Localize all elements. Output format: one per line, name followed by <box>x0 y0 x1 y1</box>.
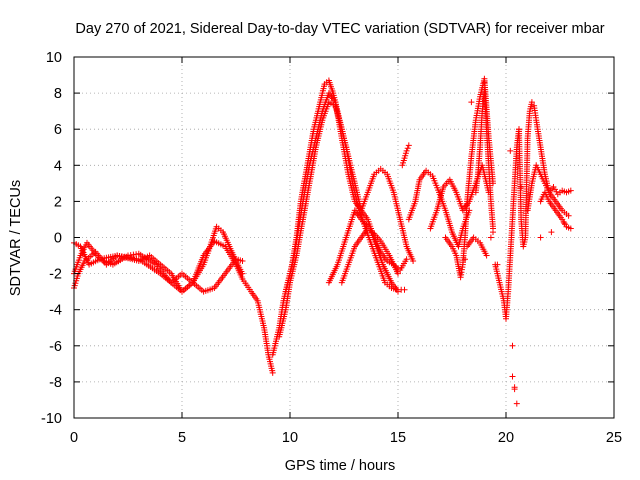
series-14 <box>464 234 490 259</box>
series-markers <box>492 99 572 322</box>
axis-ticks: 0 5 10 15 20 25 -10 -8 -6 -4 -2 0 2 4 6 8 10 <box>41 50 622 446</box>
series-markers <box>325 207 401 295</box>
y-tick-label: -8 <box>49 375 62 391</box>
grid-lines <box>74 57 614 418</box>
y-tick-label: -10 <box>41 411 62 427</box>
data-points <box>71 75 574 407</box>
series-markers <box>427 162 492 232</box>
series-8 <box>338 225 401 286</box>
series-6 <box>282 90 417 295</box>
y-axis-label: SDTVAR / TECUs <box>8 180 24 296</box>
y-tick-label: 6 <box>54 122 62 138</box>
y-tick-label: 8 <box>54 86 62 102</box>
x-axis-label: GPS time / hours <box>285 458 395 474</box>
y-tick-label: -6 <box>49 339 62 355</box>
series-markers <box>282 90 417 295</box>
x-tick-label: 25 <box>606 430 622 446</box>
y-tick-label: 4 <box>54 158 62 174</box>
x-tick-label: 15 <box>390 430 406 446</box>
series-17 <box>537 189 574 232</box>
chart-title: Day 270 of 2021, Sidereal Day-to-day VTE… <box>75 21 604 37</box>
series-markers <box>399 142 412 169</box>
series-markers <box>464 234 490 259</box>
x-tick-label: 0 <box>70 430 78 446</box>
series-markers <box>462 79 568 407</box>
series-markers <box>537 189 574 232</box>
series-16 <box>524 162 574 214</box>
series-7 <box>325 207 401 295</box>
series-18 <box>462 79 568 407</box>
series-markers <box>71 239 246 295</box>
series-9 <box>399 142 412 169</box>
x-tick-label: 20 <box>498 430 514 446</box>
series-markers <box>442 75 496 281</box>
series-markers <box>338 225 401 286</box>
y-tick-label: -2 <box>49 267 62 283</box>
series-13 <box>472 86 496 232</box>
y-tick-label: 0 <box>54 231 62 247</box>
x-tick-label: 5 <box>178 430 186 446</box>
x-tick-label: 10 <box>282 430 298 446</box>
y-tick-label: -4 <box>49 303 62 319</box>
series-11 <box>427 162 492 232</box>
series-3 <box>71 239 246 295</box>
series-markers <box>472 86 496 232</box>
series-markers <box>524 162 574 214</box>
y-tick-label: 10 <box>46 50 62 66</box>
series-12 <box>442 75 496 281</box>
series-15 <box>492 99 572 322</box>
y-tick-label: 2 <box>54 194 62 210</box>
